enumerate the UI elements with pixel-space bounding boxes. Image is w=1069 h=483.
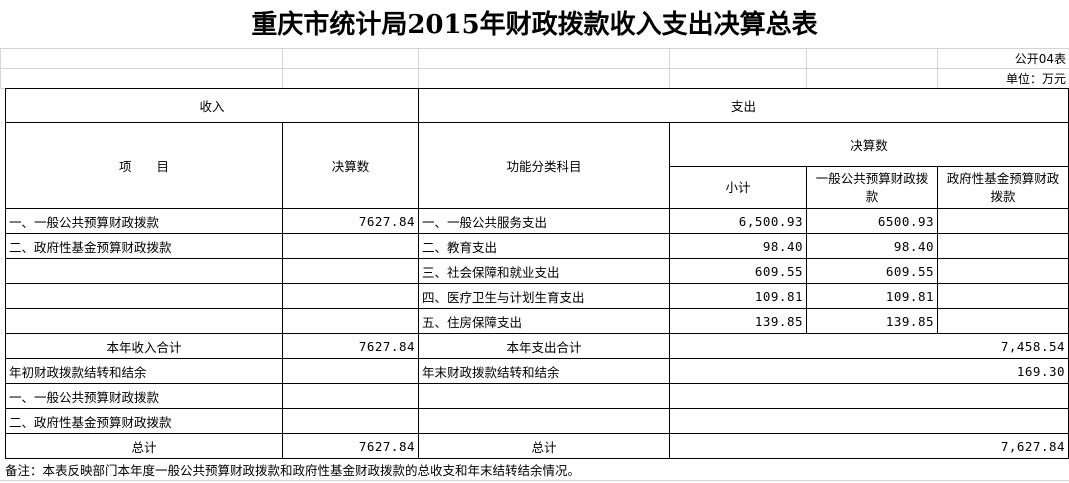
unit-label[interactable]: 单位：万元	[937, 68, 1069, 89]
expense-total-label[interactable]: 本年支出合计	[418, 333, 671, 359]
income-amount[interactable]	[281, 383, 420, 409]
expense-item[interactable]	[418, 383, 671, 409]
income-grand-total-label[interactable]: 总计	[5, 433, 283, 459]
income-item[interactable]	[5, 308, 283, 334]
cell[interactable]	[669, 48, 807, 69]
closing-balance-label[interactable]: 年末财政拨款结转和结余	[418, 358, 671, 384]
general-budget[interactable]: 98.40	[806, 233, 939, 259]
income-amount[interactable]	[281, 258, 420, 284]
income-grand-total[interactable]: 7627.84	[281, 433, 420, 459]
expense-grand-total-label[interactable]: 总计	[418, 433, 671, 459]
sheet-gridlines: 公开04表 单位：万元	[0, 48, 1069, 89]
cell[interactable]	[806, 48, 938, 69]
general-budget[interactable]: 6500.93	[806, 208, 939, 234]
income-amount[interactable]: 7627.84	[281, 208, 420, 234]
gov-fund[interactable]	[937, 258, 1069, 284]
summary-row: 二、政府性基金预算财政拨款	[5, 408, 1069, 434]
gov-fund[interactable]	[937, 208, 1069, 234]
expense-item[interactable]: 四、医疗卫生与计划生育支出	[418, 283, 671, 309]
table-row: 三、社会保障和就业支出 609.55 609.55	[5, 258, 1069, 284]
expense-item[interactable]	[418, 408, 671, 434]
table-row: 二、政府性基金预算财政拨款 二、教育支出 98.40 98.40	[5, 233, 1069, 259]
gridline	[0, 480, 1069, 481]
income-item[interactable]: 二、政府性基金预算财政拨款	[5, 408, 283, 434]
opening-balance[interactable]	[281, 358, 420, 384]
table-row: 五、住房保障支出 139.85 139.85	[5, 308, 1069, 334]
expense-grand-total[interactable]: 7,627.84	[669, 433, 1069, 459]
income-amount[interactable]	[281, 233, 420, 259]
page-title: 重庆市统计局2015年财政拨款收入支出决算总表	[251, 10, 818, 40]
opening-balance-label[interactable]: 年初财政拨款结转和结余	[5, 358, 283, 384]
cell[interactable]	[282, 48, 419, 69]
table-row: 四、医疗卫生与计划生育支出 109.81 109.81	[5, 283, 1069, 309]
expense-total[interactable]: 7,458.54	[669, 333, 1069, 359]
gov-fund[interactable]	[937, 233, 1069, 259]
general-budget[interactable]: 109.81	[806, 283, 939, 309]
cell[interactable]	[418, 48, 670, 69]
expense-item[interactable]: 二、教育支出	[418, 233, 671, 259]
income-item[interactable]: 一、一般公共预算财政拨款	[5, 383, 283, 409]
income-amount[interactable]	[281, 408, 420, 434]
cell[interactable]	[669, 68, 807, 89]
item-header[interactable]: 项 目	[5, 122, 283, 209]
gov-fund[interactable]	[937, 283, 1069, 309]
subtotal[interactable]: 109.81	[669, 283, 808, 309]
cell[interactable]	[0, 48, 283, 69]
summary-row: 一、一般公共预算财政拨款	[5, 383, 1069, 409]
gov-fund-header[interactable]: 政府性基金预算财政拨款	[937, 166, 1069, 209]
func-class-header[interactable]: 功能分类科目	[418, 122, 671, 209]
income-item[interactable]	[5, 258, 283, 284]
expense-item[interactable]: 一、一般公共服务支出	[418, 208, 671, 234]
summary-row: 本年收入合计 7627.84 本年支出合计 7,458.54	[5, 333, 1069, 359]
table-row: 一、一般公共预算财政拨款 7627.84 一、一般公共服务支出 6,500.93…	[5, 208, 1069, 234]
expense-header[interactable]: 支出	[418, 88, 1069, 123]
closing-balance[interactable]: 169.30	[669, 358, 1069, 384]
cell[interactable]	[806, 68, 938, 89]
income-total[interactable]: 7627.84	[281, 333, 420, 359]
cell[interactable]	[418, 68, 670, 89]
subtotal[interactable]: 6,500.93	[669, 208, 808, 234]
subtotal[interactable]: 609.55	[669, 258, 808, 284]
general-budget[interactable]: 609.55	[806, 258, 939, 284]
subtotal[interactable]: 139.85	[669, 308, 808, 334]
expense-item[interactable]: 五、住房保障支出	[418, 308, 671, 334]
grand-total-row: 总计 7627.84 总计 7,627.84	[5, 433, 1069, 459]
income-item[interactable]: 二、政府性基金预算财政拨款	[5, 233, 283, 259]
expense-amount[interactable]	[669, 383, 1069, 409]
gov-fund[interactable]	[937, 308, 1069, 334]
income-amount[interactable]	[281, 283, 420, 309]
general-budget[interactable]: 139.85	[806, 308, 939, 334]
footnote: 备注：本表反映部门本年度一般公共预算财政拨款和政府性基金财政拨款的总收支和年末结…	[5, 463, 581, 478]
income-item[interactable]	[5, 283, 283, 309]
subtotal[interactable]: 98.40	[669, 233, 808, 259]
general-budget-header[interactable]: 一般公共预算财政拨款	[806, 166, 939, 209]
income-item[interactable]: 一、一般公共预算财政拨款	[5, 208, 283, 234]
income-amount[interactable]	[281, 308, 420, 334]
income-total-label[interactable]: 本年收入合计	[5, 333, 283, 359]
summary-row: 年初财政拨款结转和结余 年末财政拨款结转和结余 169.30	[5, 358, 1069, 384]
subtotal-header[interactable]: 小计	[669, 166, 808, 209]
cell[interactable]	[0, 68, 283, 89]
cell[interactable]	[282, 68, 419, 89]
income-amount-header[interactable]: 决算数	[281, 122, 420, 209]
expense-amount-header[interactable]: 决算数	[669, 122, 1069, 167]
form-number[interactable]: 公开04表	[937, 48, 1069, 69]
expense-item[interactable]: 三、社会保障和就业支出	[418, 258, 671, 284]
budget-table: 收入 支出 项 目 决算数 功能分类科目 决算数 小计 一般公共预算财政拨款 政…	[4, 88, 1069, 459]
income-header[interactable]: 收入	[4, 88, 420, 123]
expense-amount[interactable]	[669, 408, 1069, 434]
